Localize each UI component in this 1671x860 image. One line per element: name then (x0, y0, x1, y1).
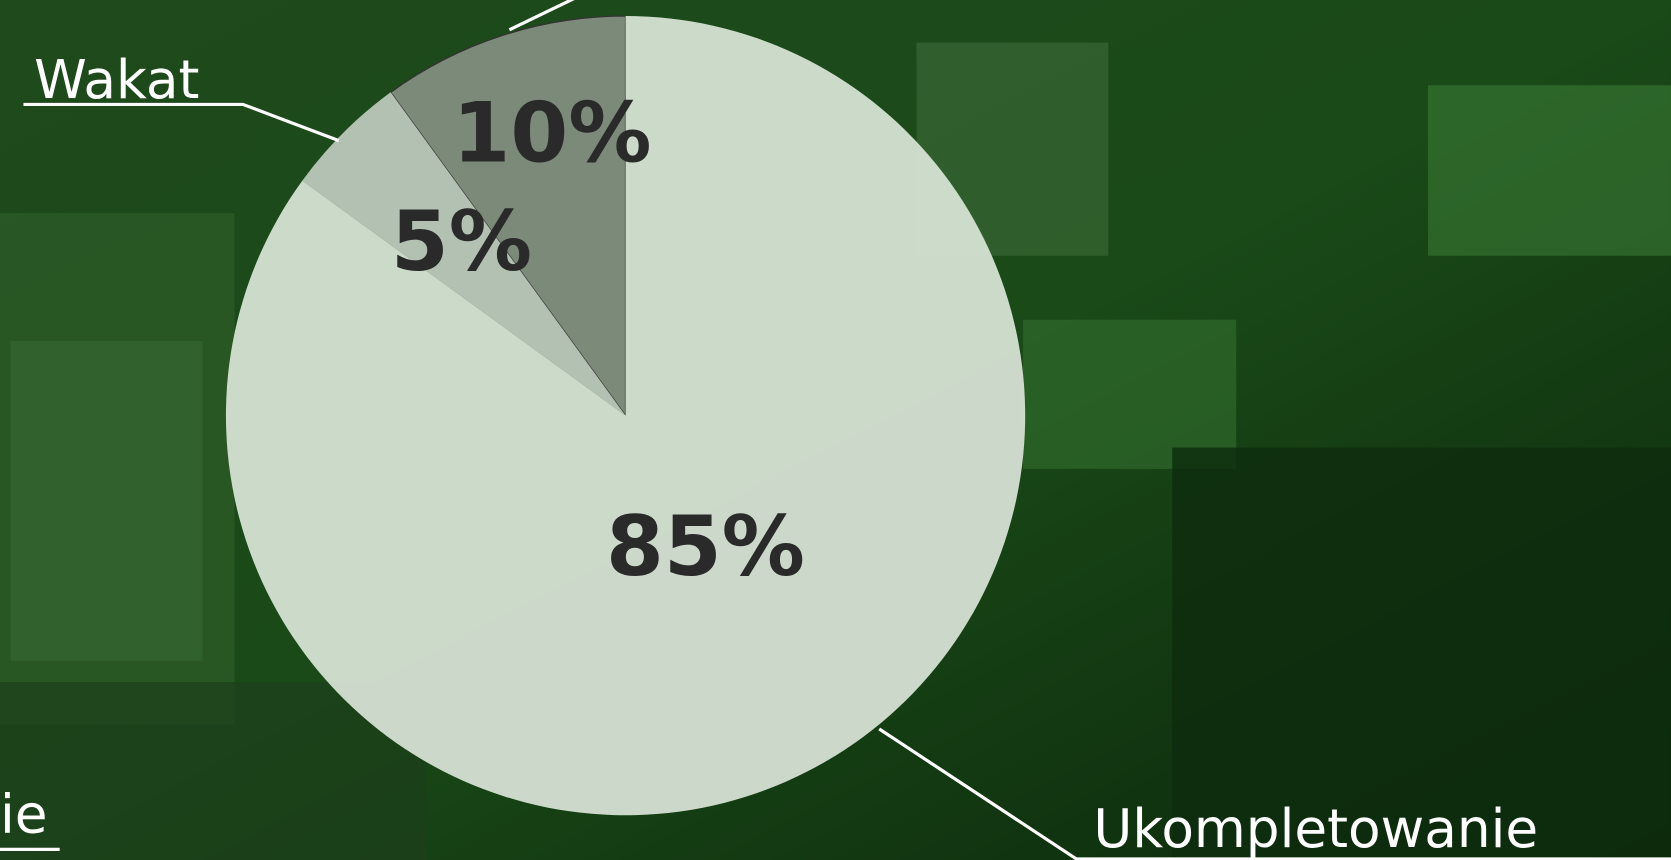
value-label: 10% (453, 84, 652, 181)
value-label: 5% (391, 193, 532, 290)
pie: 10% 5% 85% (226, 16, 1025, 815)
chart: 10% 5% 85% ie Wakat Ukompletowanie (0, 0, 1671, 860)
partial-label: ie (0, 783, 48, 845)
slice-label: Wakat (34, 49, 199, 111)
value-label: 85% (606, 498, 805, 595)
page: 10%5%85% ie WakatUkompletowanie (() => {… (0, 0, 1671, 860)
slice-label: Ukompletowanie (1093, 798, 1538, 860)
